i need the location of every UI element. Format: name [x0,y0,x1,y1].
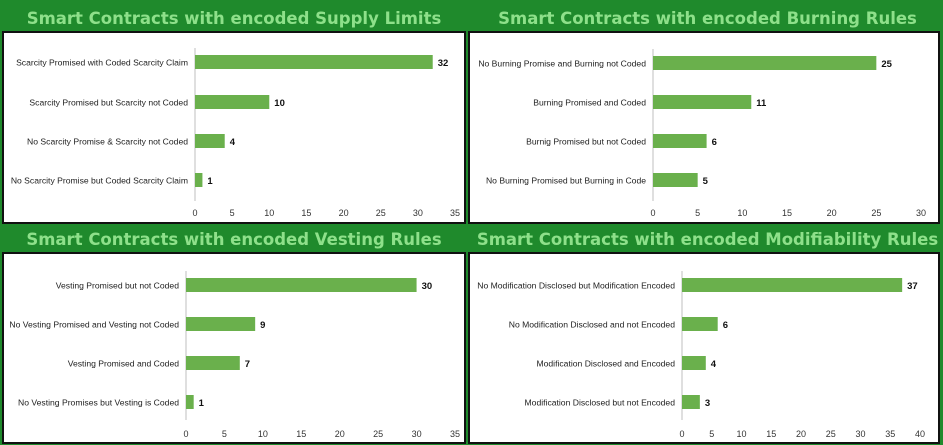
chart-title: Smart Contracts with encoded Vesting Rul… [26,230,442,249]
category-label: Vesting Promised but not Coded [56,281,179,291]
category-label: Scarcity Promised with Coded Scarcity Cl… [16,58,188,68]
data-label: 3 [705,398,710,409]
bar [186,395,194,409]
x-tick-label: 10 [736,429,746,439]
bar [653,134,707,148]
bar [195,55,433,69]
bar [186,278,417,292]
x-tick-label: 30 [413,208,423,218]
bar [653,173,698,187]
category-label: Modification Disclosed but not Encoded [525,398,676,408]
x-tick-label: 30 [916,208,926,218]
data-label: 6 [723,320,728,331]
data-label: 1 [207,176,213,187]
x-tick-label: 25 [376,208,386,218]
category-label: No Vesting Promised and Vesting not Code… [9,320,179,330]
bar-chart-supply-limits: Scarcity Promised with Coded Scarcity Cl… [11,48,460,218]
x-tick-label: 25 [826,429,836,439]
chart-title: Smart Contracts with encoded Modifiabili… [476,230,939,249]
x-tick-label: 10 [258,429,268,439]
data-label: 10 [274,98,285,109]
data-label: 4 [711,359,717,370]
bar [682,278,903,292]
bar [682,395,700,409]
bar [653,56,877,70]
bar [653,95,752,109]
data-label: 30 [422,281,433,292]
category-label: Scarcity Promised but Scarcity not Coded [29,98,188,108]
data-label: 11 [756,98,767,109]
x-tick-label: 20 [339,208,349,218]
x-tick-label: 5 [230,208,235,218]
bar [682,356,706,370]
category-label: No Burning Promise and Burning not Coded [478,59,646,69]
x-tick-label: 0 [650,208,655,218]
bar-chart-burning-rules: No Burning Promise and Burning not Coded… [478,49,926,218]
x-tick-label: 20 [335,429,345,439]
x-tick-label: 25 [871,208,881,218]
x-tick-label: 10 [737,208,747,218]
category-label: Modification Disclosed and Encoded [536,359,675,369]
data-label: 6 [712,137,717,148]
chart-panel-supply-limits: Scarcity Promised with Coded Scarcity Cl… [2,31,466,224]
chart-panel-modifiability-rules: No Modification Disclosed but Modificati… [468,252,940,444]
bar [186,317,256,331]
category-label: No Scarcity Promise & Scarcity not Coded [27,137,188,147]
category-label: Vesting Promised and Coded [68,359,180,369]
category-label: No Burning Promised but Burning in Code [486,176,646,186]
category-label: Burning Promised and Coded [533,98,646,108]
x-tick-label: 40 [915,429,925,439]
chart-panel-vesting-rules: Vesting Promised but not Coded 30 No Vesti… [2,252,466,444]
x-tick-label: 0 [679,429,684,439]
bar-chart-modifiability-rules: No Modification Disclosed but Modificati… [477,271,925,439]
x-tick-label: 15 [301,208,311,218]
x-tick-label: 30 [855,429,865,439]
category-label: Burnig Promised but not Coded [526,137,646,147]
x-tick-label: 20 [827,208,837,218]
data-label: 9 [260,320,265,331]
x-tick-label: 15 [766,429,776,439]
x-tick-label: 30 [412,429,422,439]
data-label: 25 [881,59,892,70]
x-tick-label: 15 [296,429,306,439]
data-label: 32 [438,58,449,69]
x-tick-label: 10 [264,208,274,218]
data-label: 5 [703,176,709,187]
category-label: No Modification Disclosed and not Encode… [509,320,675,330]
data-label: 4 [230,137,236,148]
x-tick-label: 35 [885,429,895,439]
data-label: 7 [245,359,250,370]
bar [195,173,203,187]
x-tick-label: 5 [695,208,700,218]
x-tick-label: 35 [450,429,460,439]
chart-title: Smart Contracts with encoded Burning Rul… [498,9,917,28]
bar-chart-vesting-rules: Vesting Promised but not Coded 30 No Vesti… [9,271,460,439]
x-tick-label: 5 [709,429,714,439]
x-tick-label: 0 [192,208,197,218]
category-label: No Vesting Promises but Vesting is Coded [18,398,179,408]
bar [186,356,240,370]
bar [195,134,225,148]
chart-title: Smart Contracts with encoded Supply Limi… [26,9,442,28]
category-label: No Scarcity Promise but Coded Scarcity C… [11,176,188,186]
data-label: 1 [199,398,205,409]
bar [195,95,270,109]
x-tick-label: 5 [222,429,227,439]
data-label: 37 [907,281,918,292]
x-tick-label: 25 [373,429,383,439]
bar [682,317,718,331]
x-tick-label: 35 [450,208,460,218]
x-tick-label: 0 [183,429,188,439]
x-tick-label: 15 [782,208,792,218]
category-label: No Modification Disclosed but Modificati… [477,281,675,291]
x-tick-label: 20 [796,429,806,439]
chart-panel-burning-rules: No Burning Promise and Burning not Coded… [468,31,940,224]
